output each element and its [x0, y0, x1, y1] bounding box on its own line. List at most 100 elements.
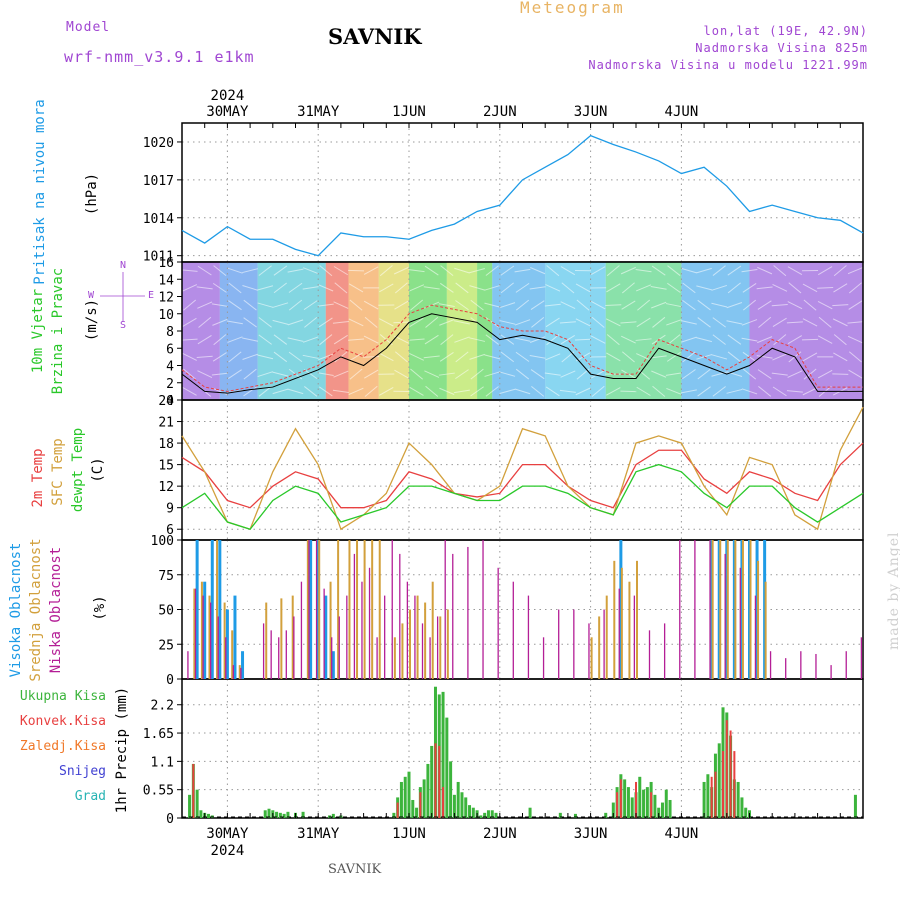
wind-arrow: [181, 269, 198, 272]
total-precip-bar: [604, 812, 608, 818]
total-precip-bar: [479, 815, 483, 818]
wind-arrow: [681, 267, 697, 274]
conv-precip-bar: [710, 776, 713, 818]
total-precip-bar: [282, 813, 286, 818]
wind-arrow: [697, 317, 711, 328]
wind-arrow: [228, 351, 242, 363]
wind-arrow: [817, 335, 833, 344]
y-tick-label: 12: [158, 480, 174, 495]
wind-arrow: [211, 372, 228, 376]
y-tick-label: 0: [166, 673, 174, 688]
legend-hail: Grad: [75, 789, 106, 804]
low-cloud-bar: [187, 651, 189, 679]
wind-arrow: [196, 355, 213, 359]
wind-arrow: [257, 354, 274, 360]
mid-cloud-bar: [378, 540, 381, 679]
wind-arrow: [272, 371, 289, 377]
total-precip-bar: [660, 802, 664, 818]
wind-arrow: [213, 334, 227, 346]
wind-arrow: [243, 386, 257, 397]
wind-arrow: [802, 352, 818, 362]
total-precip-bar: [445, 717, 449, 818]
mid-cloud-bar: [711, 540, 714, 679]
total-precip-bar: [657, 807, 661, 818]
y-tick-label: 1017: [143, 174, 174, 189]
wind-direction-band: [681, 262, 750, 400]
dewpt-line: [181, 463, 864, 530]
mid-cloud-bar: [726, 540, 729, 679]
low-cloud-bar: [399, 553, 401, 679]
wind-arrow: [227, 336, 243, 343]
wind-arrow: [197, 334, 212, 345]
low-cloud-bar: [800, 651, 802, 679]
low-cloud-bar: [497, 567, 499, 679]
mid-cloud-bar: [348, 540, 351, 679]
total-precip-bar: [449, 761, 453, 818]
total-precip-bar: [460, 792, 464, 818]
wind-arrow: [287, 268, 304, 273]
low-cloud-bar: [452, 553, 454, 679]
wind-arrow: [606, 265, 620, 277]
low-cloud-bar: [558, 609, 560, 679]
day-label-bottom: 1JUN: [392, 826, 426, 842]
low-cloud-bar: [830, 665, 832, 679]
wind-arrow: [333, 301, 349, 309]
wind-arrow: [332, 321, 349, 324]
low-cloud-bar: [754, 595, 757, 679]
wind-arrow: [697, 368, 711, 380]
wind-arrow: [319, 334, 333, 346]
wind-arrow: [605, 304, 622, 306]
wind-arrow: [742, 299, 757, 311]
wind-arrow: [515, 282, 530, 293]
wind-arrow: [258, 265, 272, 276]
wind-arrow: [697, 386, 711, 397]
wind-arrow: [756, 355, 773, 359]
wind-arrow: [667, 334, 681, 346]
day-label-top: 2JUN: [483, 104, 517, 120]
wind-direction-band: [605, 262, 682, 400]
mid-cloud-title: Srednja Oblacnost: [28, 538, 44, 681]
high-cloud-bar: [309, 540, 313, 679]
wind-arrow: [363, 266, 379, 275]
y-tick-label: 10: [158, 308, 174, 323]
wind-arrow: [696, 337, 712, 343]
wind-arrow: [378, 318, 394, 327]
low-cloud-bar: [209, 602, 212, 679]
panel-frame: [181, 399, 864, 541]
panel-pressure: 1011 1014 1017 1020: [143, 122, 864, 265]
wind-arrow: [832, 304, 849, 307]
wind-arrow: [515, 351, 530, 362]
low-cloud-bar: [739, 567, 741, 679]
wind-arrow: [560, 301, 576, 310]
wind-arrow: [530, 300, 545, 310]
low-cloud-bar: [240, 667, 242, 679]
wind-arrow: [682, 282, 696, 294]
mid-cloud-bar: [734, 540, 737, 679]
wind-arrow: [242, 337, 259, 342]
wind-arrow: [318, 386, 333, 397]
wind-arrow: [803, 299, 817, 311]
wind-direction-band: [325, 262, 349, 400]
wind-compass-w: W: [88, 290, 95, 301]
wind-arrow: [757, 300, 772, 310]
wind-arrow: [332, 389, 349, 394]
wind-arrow: [560, 266, 576, 276]
wind-arrow: [529, 286, 546, 290]
low-cloud-bar: [663, 623, 666, 679]
legend-snow: Snijeg: [59, 764, 106, 779]
wind-arrow: [635, 338, 652, 341]
wind-arrow: [848, 369, 863, 379]
wind-arrow: [531, 385, 545, 397]
mid-cloud-bar: [363, 540, 366, 679]
mid-cloud-bar: [719, 540, 722, 679]
total-precip-bar: [668, 799, 672, 818]
wind-arrow: [666, 319, 682, 326]
low-cloud-bar: [406, 581, 409, 679]
y-tick-label: 6: [166, 342, 174, 357]
wind-arrow: [544, 303, 561, 307]
y-tick-label: 21: [158, 416, 174, 431]
wind-arrow: [485, 386, 499, 397]
wind-arrow: [636, 386, 651, 396]
x-axis: 30MAY 30MAY 31MAY 31MAY 1JUN 1JUN 2JUN 2JUN 3JUN…: [181, 88, 864, 859]
